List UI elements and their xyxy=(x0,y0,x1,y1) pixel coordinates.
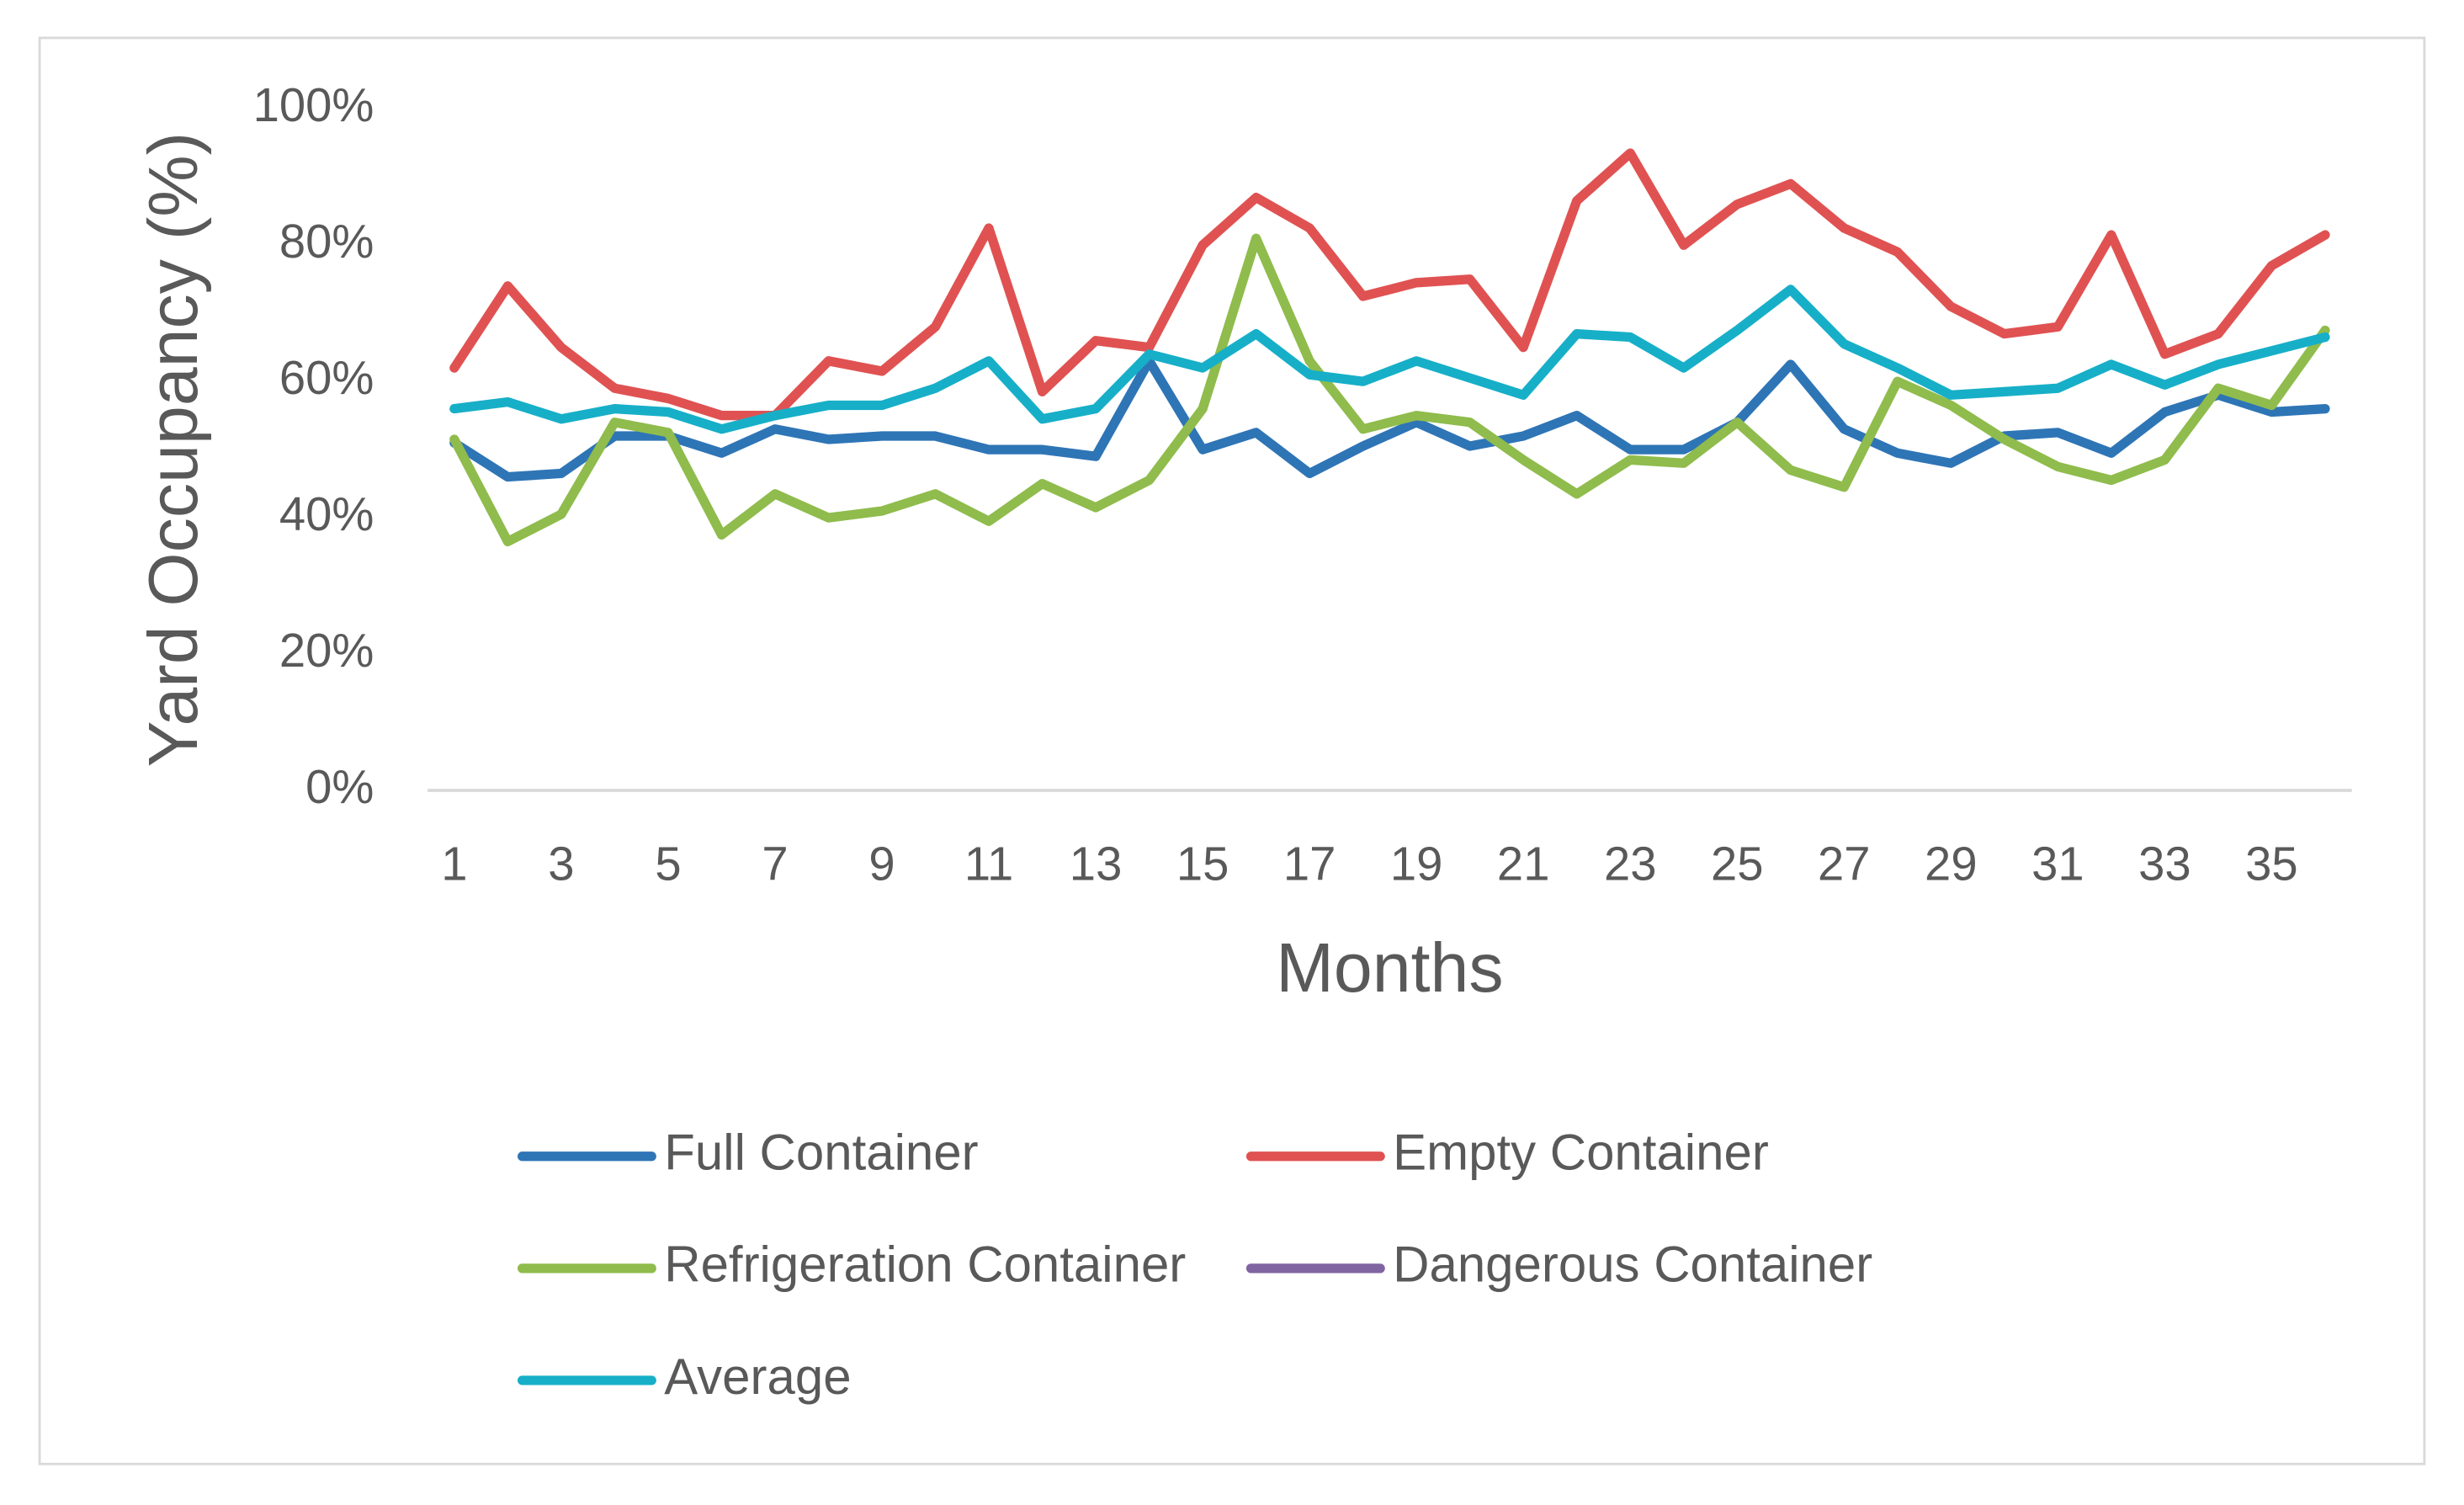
series-line xyxy=(449,285,2330,434)
legend-label: Dangerous Container xyxy=(1393,1236,1872,1293)
x-tick-label: 5 xyxy=(655,838,681,891)
x-tick-label: 15 xyxy=(1176,838,1229,891)
x-tick-label: 17 xyxy=(1283,838,1336,891)
legend-label: Average xyxy=(664,1348,851,1405)
x-tick-label: 9 xyxy=(868,838,895,891)
x-tick-label: 23 xyxy=(1604,838,1657,891)
series-line xyxy=(449,356,2330,482)
x-tick-label: 35 xyxy=(2245,838,2298,891)
x-tick-label: 31 xyxy=(2031,838,2084,891)
y-tick-label: 60% xyxy=(279,351,374,404)
x-tick-label: 1 xyxy=(441,838,467,891)
x-tick-label: 3 xyxy=(548,838,574,891)
y-tick-label: 100% xyxy=(253,78,374,131)
x-tick-label: 13 xyxy=(1070,838,1123,891)
x-tick-label: 29 xyxy=(1925,838,1978,891)
x-tick-label: 25 xyxy=(1711,838,1764,891)
y-tick-label: 40% xyxy=(279,487,374,540)
x-tick-label: 27 xyxy=(1818,838,1871,891)
y-tick-label: 80% xyxy=(279,215,374,268)
chart-border xyxy=(38,36,2426,1465)
x-tick-label: 33 xyxy=(2138,838,2191,891)
legend-label: Full Container xyxy=(664,1125,978,1181)
x-axis-title: Months xyxy=(1276,929,1503,1007)
x-tick-label: 11 xyxy=(964,838,1013,891)
legend-label: Empty Container xyxy=(1393,1125,1769,1181)
legend-label: Refrigeration Container xyxy=(664,1236,1186,1293)
series-line xyxy=(449,233,2330,547)
y-axis-title: Yard Occupancy (%) xyxy=(135,132,212,768)
x-tick-label: 19 xyxy=(1390,838,1443,891)
y-tick-label: 20% xyxy=(279,624,374,677)
x-tick-label: 21 xyxy=(1497,838,1550,891)
y-tick-label: 0% xyxy=(305,760,374,813)
x-tick-label: 7 xyxy=(762,838,788,891)
